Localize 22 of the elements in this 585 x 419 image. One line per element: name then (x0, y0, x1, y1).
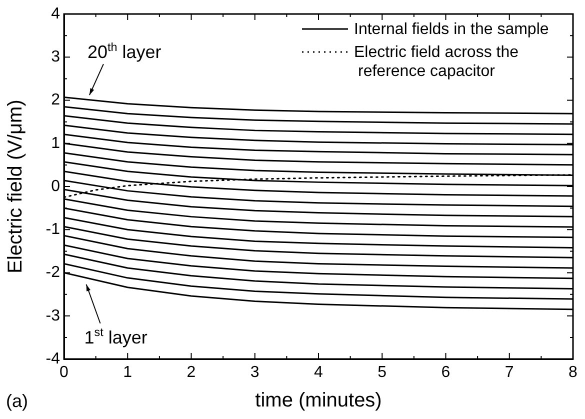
x-tick-label: 3 (250, 364, 260, 382)
x-tick-label: 8 (568, 364, 578, 382)
y-tick-label: -3 (46, 307, 60, 324)
y-axis-title: Electric field (V/μm) (4, 100, 27, 274)
x-tick-label: 6 (441, 364, 450, 382)
y-tick-label: 4 (51, 5, 60, 22)
x-tick-label: 1 (123, 364, 132, 382)
legend-label: Electric field across the reference capacitor (354, 44, 519, 80)
y-tick-label: 3 (51, 48, 60, 66)
y-tick-label: -4 (46, 350, 60, 368)
y-tick-label: -1 (46, 221, 60, 238)
x-axis-title: time (minutes) (255, 390, 382, 412)
x-tick-label: 4 (314, 364, 324, 382)
y-tick-label: 2 (51, 92, 60, 109)
legend-label: Internal fields in the sample (354, 21, 549, 38)
x-tick-label: 2 (186, 364, 196, 382)
x-tick-label: 7 (504, 364, 514, 382)
y-tick-label: 0 (51, 178, 60, 195)
x-tick-label: 5 (378, 364, 387, 382)
y-tick-label: 1 (51, 134, 60, 152)
text: (a) (6, 391, 28, 411)
y-tick-label: -2 (46, 264, 60, 282)
